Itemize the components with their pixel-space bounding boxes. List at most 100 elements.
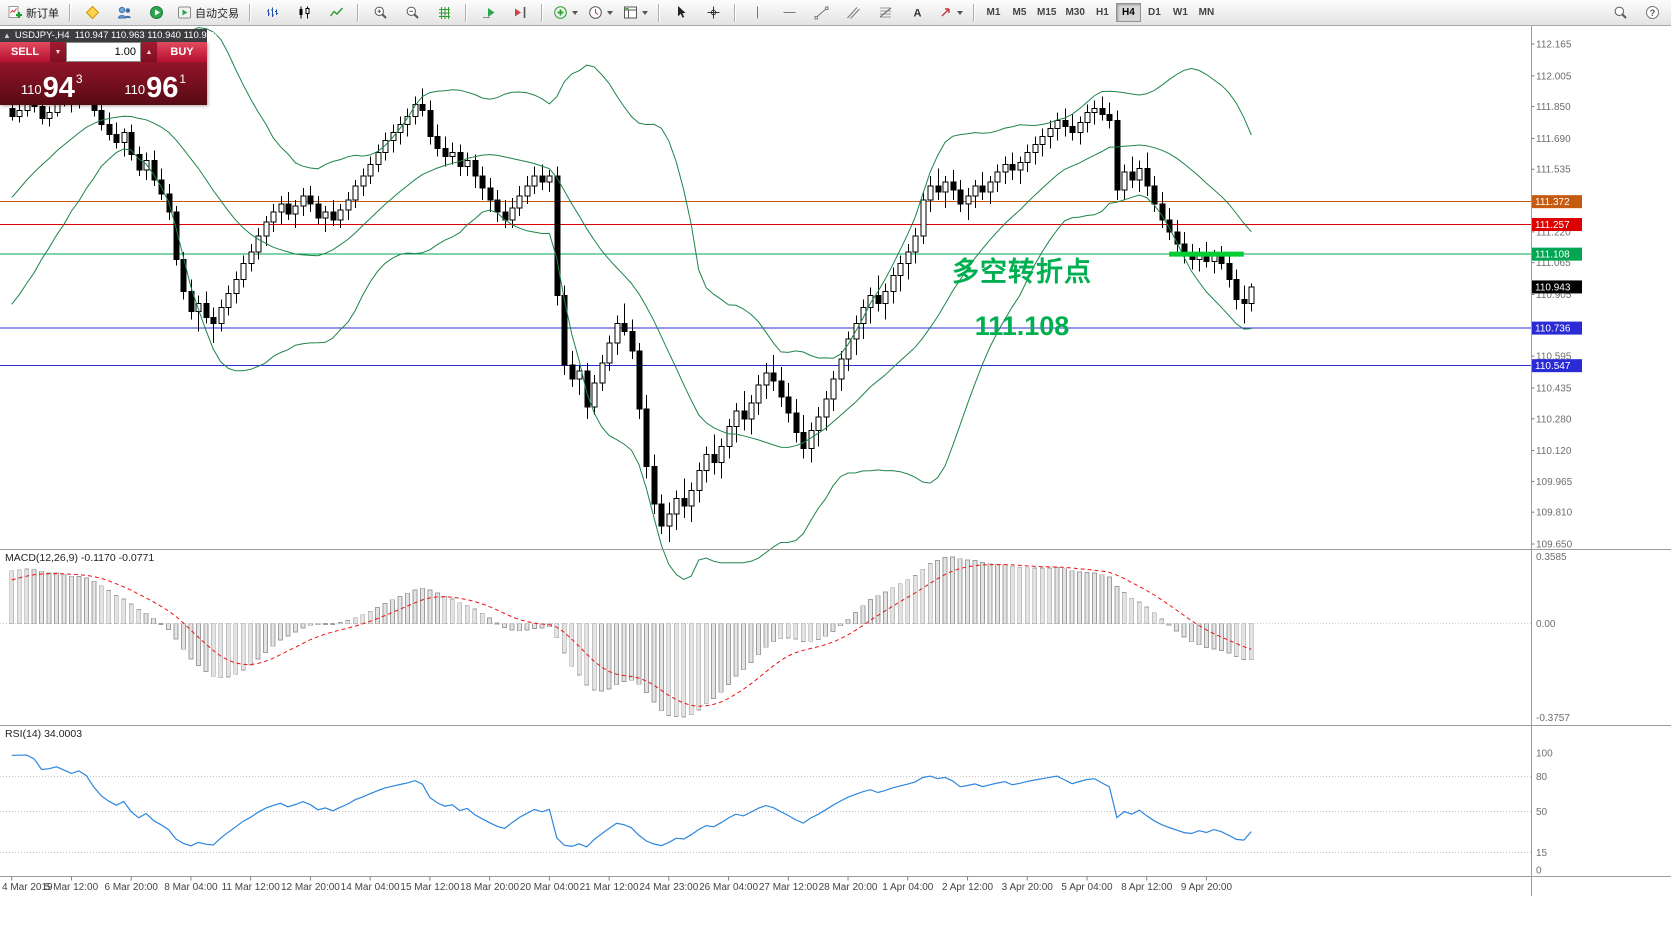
time-tick-label: 15 Mar 12:00: [400, 882, 459, 893]
time-tick-label: 5 Mar 12:00: [45, 882, 99, 893]
search-button[interactable]: [1605, 2, 1635, 24]
periods-icon: [588, 5, 603, 20]
templates-button[interactable]: [619, 2, 652, 24]
buy-price-prefix: 110: [124, 82, 146, 97]
annotation-line1: 多空转折点: [952, 257, 1092, 287]
price-badge: [1532, 280, 1582, 294]
timeframe-mn-button[interactable]: MN: [1194, 3, 1219, 22]
price-tick-label: 111.850: [1536, 102, 1571, 113]
auto-scroll-button[interactable]: [473, 2, 503, 24]
arrows-tool-button[interactable]: [934, 2, 967, 24]
rsi-level-lines: [0, 775, 1532, 853]
bollinger-bands: [11, 27, 1252, 580]
macd-axis[interactable]: 0.3585 0.00 -0.3757: [1536, 552, 1570, 724]
horizontal-line-button[interactable]: [774, 2, 804, 24]
periods-button[interactable]: [584, 2, 617, 24]
market-watch-button[interactable]: [77, 2, 107, 24]
auto-trading-button[interactable]: 自动交易: [173, 2, 243, 24]
volume-up-button[interactable]: ▲: [141, 42, 157, 62]
line-chart-button[interactable]: [321, 2, 351, 24]
fibonacci-icon: [878, 5, 893, 20]
market-watch-icon: [85, 5, 100, 20]
buy-button[interactable]: BUY: [157, 42, 207, 62]
price-badges: 111.372 111.257 111.108 110.736 110.547 110.9…: [1532, 195, 1582, 373]
chart-shift-button[interactable]: [505, 2, 535, 24]
toolbar-separator: [973, 3, 975, 22]
annotation-text[interactable]: 多空转折点 111.108: [922, 250, 1122, 342]
text-tool-icon: A: [910, 5, 925, 20]
macd-tick-label: 0.00: [1536, 619, 1556, 630]
indicators-button[interactable]: [549, 2, 582, 24]
grid-button[interactable]: [429, 2, 459, 24]
cursor-button[interactable]: [666, 2, 696, 24]
sell-button[interactable]: SELL: [0, 42, 50, 62]
trendline-button[interactable]: [806, 2, 836, 24]
timeframe-h4-button[interactable]: H4: [1115, 3, 1141, 22]
bar-chart-button[interactable]: [257, 2, 287, 24]
rsi-tick-label: 80: [1536, 772, 1548, 783]
vertical-line-icon: [750, 5, 765, 20]
sell-price-sup: 3: [75, 72, 83, 86]
new-order-icon: [8, 5, 23, 20]
price-badge: [1532, 321, 1582, 335]
help-button[interactable]: ?: [1637, 2, 1667, 24]
chart-title-strip: ▲ USDJPY-,H4 110.947 110.963 110.940 110…: [0, 29, 217, 42]
rsi-axis[interactable]: 100 80 50 15 0: [1536, 749, 1553, 877]
new-order-button[interactable]: 新订单: [4, 2, 63, 24]
channel-button[interactable]: [838, 2, 868, 24]
macd-tick-label: -0.3757: [1536, 713, 1570, 724]
toolbar: 新订单 自动交易 A M1 M: [0, 0, 1671, 26]
timeframe-m15-button[interactable]: M15: [1033, 3, 1060, 22]
zoom-out-button[interactable]: [397, 2, 427, 24]
volume-down-button[interactable]: ▼: [50, 42, 66, 62]
bar-chart-icon: [265, 5, 280, 20]
timeframe-m1-button[interactable]: M1: [981, 3, 1006, 22]
timeframe-m30-button[interactable]: M30: [1061, 3, 1088, 22]
time-tick-label: 9 Apr 20:00: [1181, 882, 1233, 893]
buy-price-button[interactable]: 110 96 1: [104, 62, 208, 105]
price-tick-label: 110.905: [1536, 290, 1572, 301]
crosshair-button[interactable]: [698, 2, 728, 24]
macd-label: MACD(12,26,9) -0.1170 -0.0771: [5, 552, 155, 564]
timeframe-d1-button[interactable]: D1: [1142, 3, 1167, 22]
svg-text:A: A: [913, 8, 921, 20]
rsi-tick-label: 100: [1536, 749, 1553, 760]
time-tick-label: 3 Apr 20:00: [1002, 882, 1054, 893]
timeframe-w1-button[interactable]: W1: [1168, 3, 1193, 22]
sell-price-button[interactable]: 110 94 3: [0, 62, 104, 105]
grid-icon: [437, 5, 452, 20]
rsi-label: RSI(14) 34.0003: [5, 728, 83, 740]
fibonacci-button[interactable]: [870, 2, 900, 24]
price-badge-label: 111.372: [1535, 197, 1570, 208]
navigator-button[interactable]: [141, 2, 171, 24]
time-tick-label: 2 Apr 12:00: [942, 882, 994, 893]
timeframe-m5-button[interactable]: M5: [1007, 3, 1032, 22]
collapse-icon[interactable]: ▲: [3, 30, 11, 40]
templates-icon: [623, 5, 638, 20]
panel-dividers: [0, 26, 1671, 896]
candlestick-chart-button[interactable]: [289, 2, 319, 24]
toolbar-separator: [69, 3, 71, 22]
price-tick-label: 110.280: [1536, 414, 1572, 425]
candlestick-chart-icon: [297, 5, 312, 20]
price-tick-label: 109.650: [1536, 540, 1573, 551]
vertical-line-button[interactable]: [742, 2, 772, 24]
help-icon: ?: [1645, 5, 1660, 20]
price-badge-label: 110.736: [1535, 324, 1571, 335]
chart-shift-icon: [513, 5, 528, 20]
auto-trading-icon: [177, 5, 192, 20]
text-tool-button[interactable]: A: [902, 2, 932, 24]
volume-input[interactable]: [66, 42, 141, 62]
data-window-button[interactable]: [109, 2, 139, 24]
time-tick-label: 26 Mar 04:00: [699, 882, 758, 893]
rsi-tick-label: 50: [1536, 807, 1548, 818]
zoom-in-button[interactable]: [365, 2, 395, 24]
timeframe-h1-button[interactable]: H1: [1090, 3, 1115, 22]
bb-lower-band: [11, 148, 1252, 580]
price-axis[interactable]: 112.165 112.005 111.850 111.690 111.535 111.3…: [1531, 40, 1573, 551]
timeframe-buttons: M1 M5 M15 M30 H1 H4 D1 W1 MN: [981, 3, 1219, 22]
time-tick-label: 28 Mar 20:00: [819, 882, 878, 893]
trendline-icon: [814, 5, 829, 20]
